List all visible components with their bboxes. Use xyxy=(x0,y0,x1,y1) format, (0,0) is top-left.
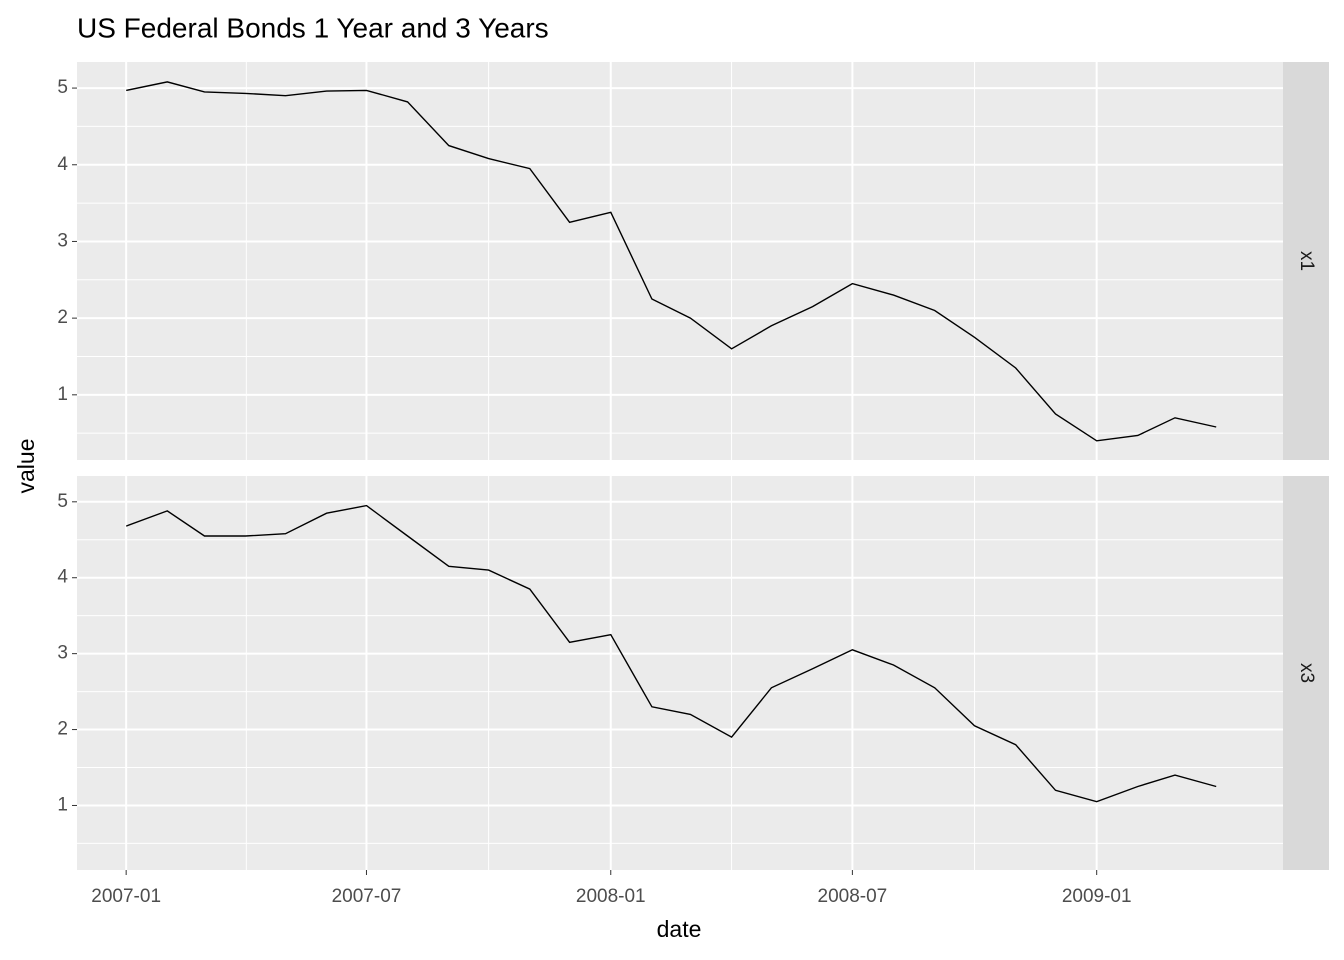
y-tick-label: 2 xyxy=(57,307,68,328)
y-axis-title: value xyxy=(13,439,39,494)
series-line xyxy=(125,504,1217,803)
y-tick-label: 1 xyxy=(57,384,68,405)
y-tick-label: 3 xyxy=(57,230,68,251)
strip-label: x3 xyxy=(1296,663,1317,683)
x-tick-label: 2008-07 xyxy=(818,886,888,907)
chart-title: US Federal Bonds 1 Year and 3 Years xyxy=(77,12,549,43)
y-tick-label: 5 xyxy=(57,491,68,512)
x-tick-label: 2009-01 xyxy=(1062,886,1132,907)
strip xyxy=(1283,476,1329,870)
x-axis-title: date xyxy=(657,916,702,942)
y-tick-label: 1 xyxy=(57,794,68,815)
y-tick-label: 3 xyxy=(57,643,68,664)
x-tick-label: 2007-01 xyxy=(91,886,161,907)
panel-background xyxy=(77,62,1283,460)
x-tick-label: 2008-01 xyxy=(576,886,646,907)
strip-label: x1 xyxy=(1296,251,1317,271)
series-line xyxy=(126,81,1217,442)
y-tick-label: 2 xyxy=(57,719,68,740)
x-tick-label: 2007-07 xyxy=(332,886,402,907)
y-tick-label: 4 xyxy=(57,154,68,175)
y-tick-label: 4 xyxy=(57,567,68,588)
panel-background xyxy=(77,476,1283,870)
y-tick-label: 5 xyxy=(57,77,68,98)
strip xyxy=(1283,62,1329,460)
